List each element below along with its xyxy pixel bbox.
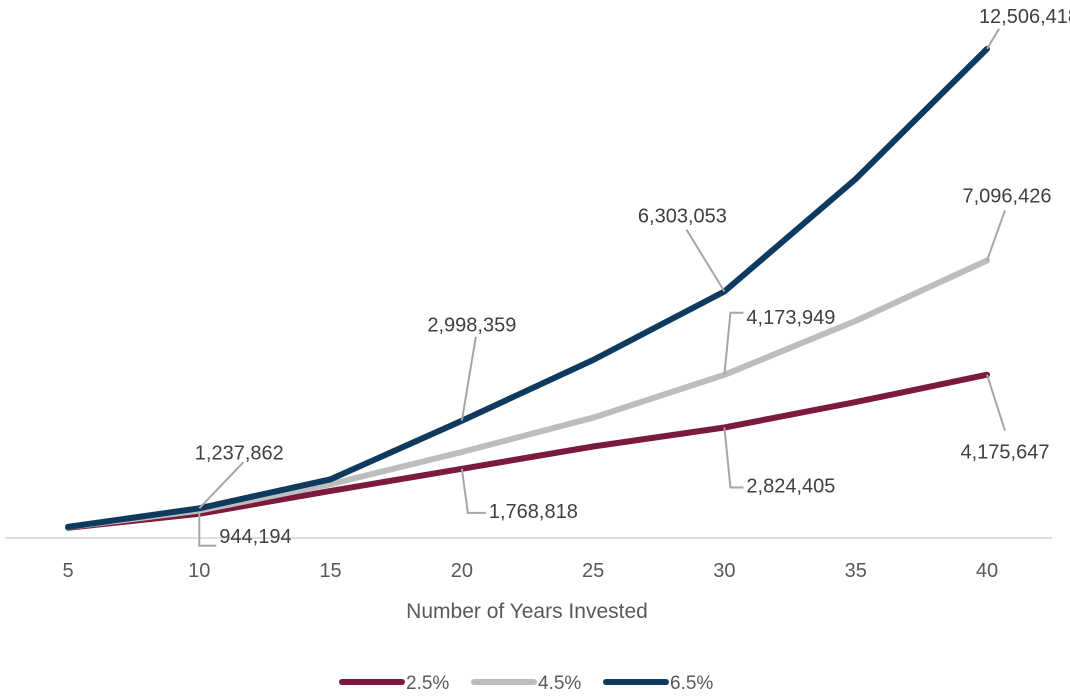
legend-label: 4.5% <box>538 673 581 694</box>
data-label-leader <box>460 468 486 514</box>
data-label-leader <box>986 210 1006 261</box>
x-tick-label: 20 <box>451 560 473 582</box>
data-label: 6,303,053 <box>638 205 727 227</box>
data-label-leader <box>986 374 1006 431</box>
series-line-1 <box>65 257 990 531</box>
data-label: 1,768,818 <box>489 501 578 523</box>
data-label: 7,096,426 <box>963 185 1052 207</box>
data-label-leader <box>723 427 744 489</box>
data-label: 1,237,862 <box>195 442 284 464</box>
data-label-leader <box>685 228 726 293</box>
data-label-leader <box>198 513 217 547</box>
x-axis-title: Number of Years Invested <box>406 600 648 623</box>
x-tick-label: 10 <box>188 560 210 582</box>
legend-item: 4.5% <box>471 673 581 694</box>
data-label-annotations: 944,194 1,768,818 2,824,405 4,175,647 4,173,… <box>195 6 1070 548</box>
legend-item: 6.5% <box>603 673 713 694</box>
data-label: 4,175,647 <box>961 442 1050 464</box>
data-label-leader <box>723 311 744 375</box>
series-line-2 <box>65 45 990 530</box>
series-line-0 <box>65 371 990 531</box>
x-tick-label: 5 <box>62 560 73 582</box>
data-label-leader <box>460 336 477 421</box>
data-label-leader <box>986 28 1000 50</box>
legend-label: 6.5% <box>670 673 713 694</box>
x-tick-labels: 5 10 15 20 25 30 35 40 <box>62 560 998 582</box>
x-tick-label: 35 <box>845 560 867 582</box>
legend-label: 2.5% <box>406 673 449 694</box>
data-label: 2,998,359 <box>427 315 516 337</box>
data-label: 12,506,418 <box>979 6 1070 28</box>
legend: 2.5% 4.5% 6.5% <box>339 673 713 694</box>
x-tick-label: 40 <box>976 560 998 582</box>
data-label-leader <box>198 461 245 509</box>
x-tick-label: 15 <box>319 560 341 582</box>
x-tick-label: 30 <box>713 560 735 582</box>
series-lines <box>65 45 990 531</box>
data-label: 944,194 <box>219 526 291 548</box>
x-tick-label: 25 <box>582 560 604 582</box>
data-label: 4,173,949 <box>746 307 835 329</box>
data-label: 2,824,405 <box>746 476 835 498</box>
legend-item: 2.5% <box>339 673 449 694</box>
